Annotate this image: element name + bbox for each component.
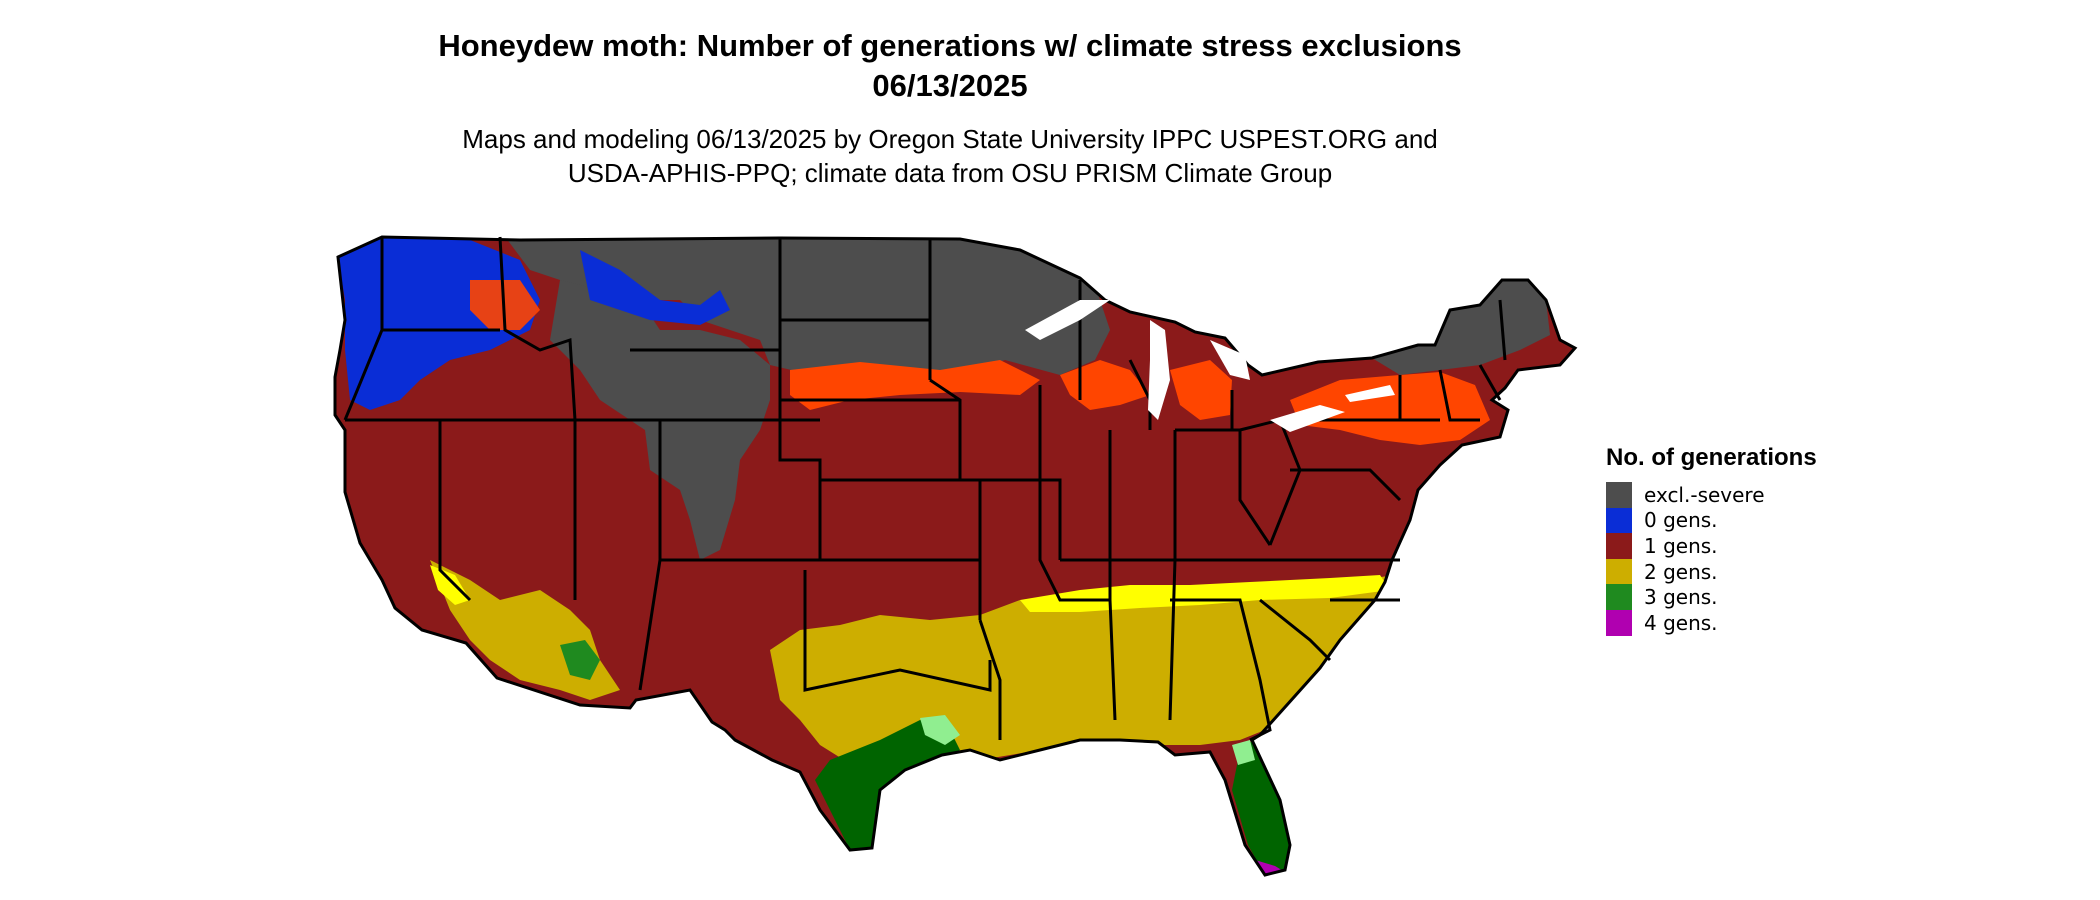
map-date: 06/13/2025: [872, 68, 1028, 103]
region-0-gen-mountain: [580, 250, 730, 325]
great-lakes: [1025, 300, 1395, 432]
legend-item-1-gens: 1 gens.: [1606, 533, 1826, 559]
legend-swatch: [1606, 482, 1632, 508]
region-4-gen-tx-tip: [885, 838, 895, 848]
region-3-gen-light: [920, 715, 960, 745]
region-excl-severe-north: [500, 237, 1110, 385]
legend-swatch: [1606, 609, 1632, 636]
credit-line-1: Maps and modeling 06/13/2025 by Oregon S…: [462, 124, 1438, 154]
legend-swatch: [1606, 558, 1632, 585]
region-2-gen-yellow-edge: [1020, 575, 1390, 612]
map-title: Honeydew moth: Number of generations w/ …: [438, 28, 1462, 63]
legend-item-excl-severe: excl.-severe: [1606, 482, 1826, 508]
region-1-gen-orange-mi: [1170, 360, 1232, 420]
legend-item-0-gens: 0 gens.: [1606, 507, 1826, 534]
state-borders: [333, 235, 1577, 877]
region-3-gen-florida: [1232, 735, 1290, 875]
legend: No. of generations excl.-severe 0 gens. …: [1606, 444, 1826, 636]
legend-title: No. of generations: [1606, 444, 1817, 471]
legend-label: 0 gens.: [1644, 508, 1718, 533]
legend-label: 1 gens.: [1644, 533, 1718, 558]
legend-label: 4 gens.: [1644, 610, 1718, 635]
legend-label: 2 gens.: [1644, 559, 1718, 584]
region-1-gen-orange-plains: [790, 360, 1040, 410]
us-generations-map: [333, 235, 1577, 877]
legend-item-2-gens: 2 gens.: [1606, 558, 1826, 585]
legend-item-3-gens: 3 gens.: [1606, 584, 1826, 610]
region-1-gen-orange-ny: [1290, 372, 1490, 445]
legend-items: excl.-severe 0 gens. 1 gens. 2 gens. 3 g…: [1606, 482, 1826, 636]
legend-label: 3 gens.: [1644, 585, 1718, 610]
credit-line-2: USDA-APHIS-PPQ; climate data from OSU PR…: [567, 158, 1333, 188]
legend-swatch: [1606, 507, 1632, 534]
region-2-gen-yellow-ca: [430, 565, 470, 605]
region-1-gen-orange-lakes: [1060, 360, 1150, 410]
legend-item-4-gens: 4 gens.: [1606, 609, 1826, 636]
legend-label: excl.-severe: [1644, 482, 1765, 507]
legend-swatch: [1606, 533, 1632, 559]
legend-swatch: [1606, 584, 1632, 610]
region-3-gen-light-fl: [1232, 740, 1255, 765]
region-3-gen-arizona: [560, 640, 600, 680]
